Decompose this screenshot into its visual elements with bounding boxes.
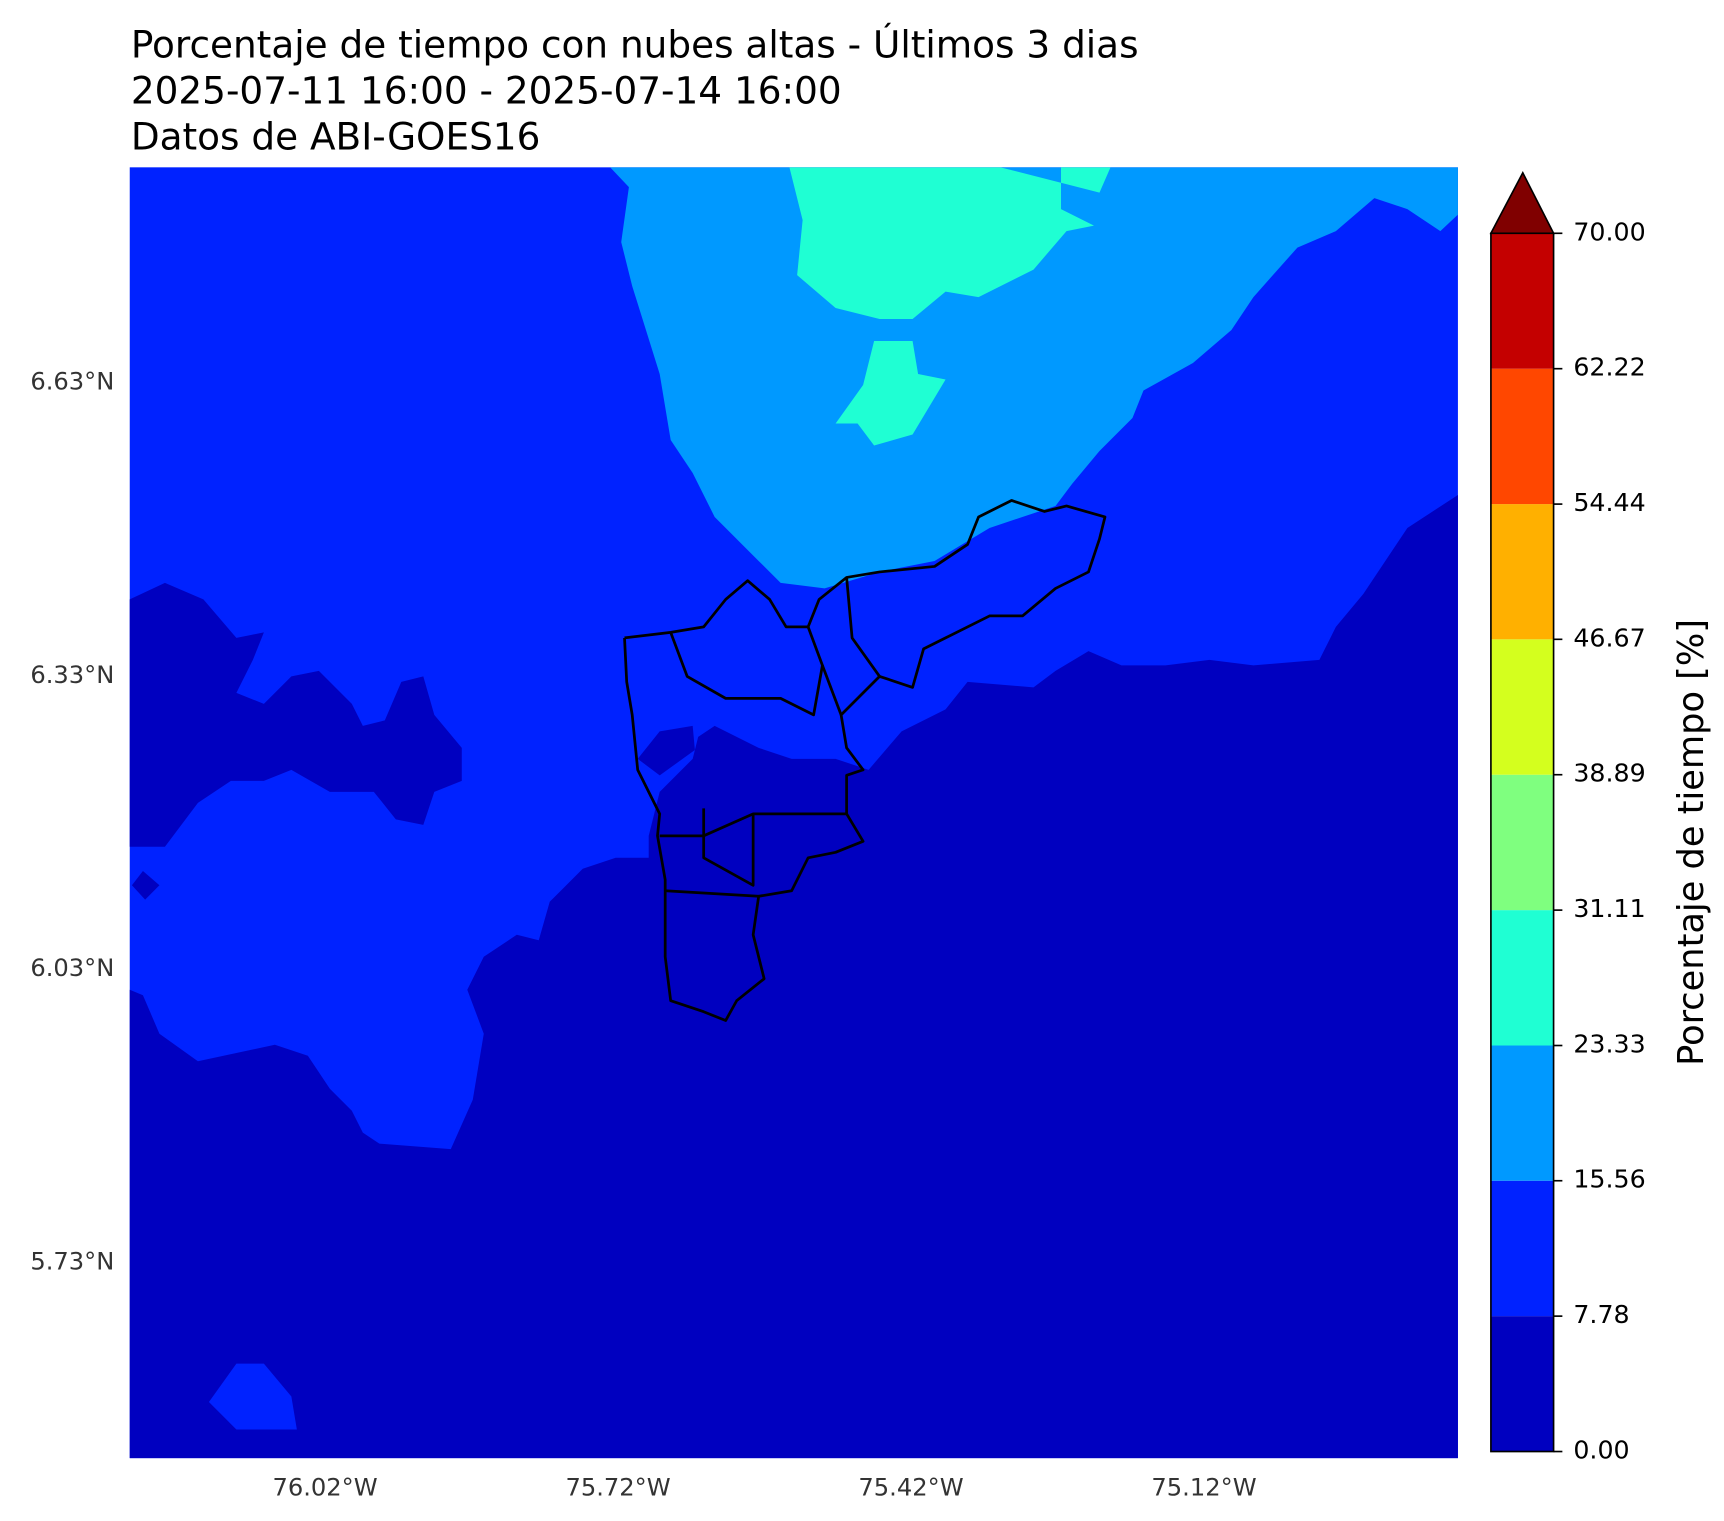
colorbar-segment bbox=[1490, 368, 1554, 505]
boundaries bbox=[623, 499, 1107, 1022]
colorbar-segment bbox=[1490, 233, 1554, 369]
title-line: Datos de ABI-GOES16 bbox=[131, 115, 541, 159]
map bbox=[129, 167, 1458, 1459]
colorbar-tick-label: 0.00 bbox=[1573, 1436, 1629, 1465]
colorbar-frame bbox=[1490, 232, 1555, 1453]
contour-fill bbox=[789, 167, 1111, 320]
y-tick-label: 6.63°N bbox=[30, 367, 114, 395]
colorbar-segment bbox=[1490, 910, 1554, 1046]
y-tick-label: 5.73°N bbox=[30, 1248, 114, 1276]
title-line: Porcentaje de tiempo con nubes altas - Ú… bbox=[131, 22, 1139, 66]
contour-fill bbox=[835, 341, 946, 446]
colorbar-tick-label: 7.78 bbox=[1573, 1300, 1629, 1329]
colorbar-segment bbox=[1490, 639, 1554, 775]
colorbar-tick-label: 62.22 bbox=[1573, 353, 1645, 382]
colorbar-segment bbox=[1490, 504, 1554, 640]
colorbar-segment bbox=[1490, 1316, 1554, 1452]
x-tick-label: 75.42°W bbox=[858, 1474, 963, 1502]
y-tick-label: 6.03°N bbox=[30, 954, 114, 982]
colorbar-segment bbox=[1490, 1180, 1554, 1317]
y-tick-label: 6.33°N bbox=[30, 661, 114, 689]
colorbar-tick-label: 46.67 bbox=[1573, 623, 1645, 652]
colorbar-tick-label: 15.56 bbox=[1573, 1165, 1645, 1194]
x-tick-label: 75.12°W bbox=[1151, 1474, 1256, 1502]
colorbar-segment bbox=[1490, 1045, 1554, 1181]
colorbar-segment bbox=[1490, 774, 1554, 911]
colorbar-tick-label: 23.33 bbox=[1573, 1030, 1645, 1059]
colorbar-tick-label: 70.00 bbox=[1573, 217, 1645, 246]
contour-fill bbox=[208, 1363, 297, 1430]
title-line: 2025-07-11 16:00 - 2025-07-14 16:00 bbox=[131, 69, 842, 113]
contour-fill bbox=[131, 870, 160, 900]
contour-fill bbox=[637, 725, 695, 776]
colorbar-tick-label: 31.11 bbox=[1573, 894, 1645, 923]
colorbar-tick-label: 38.89 bbox=[1573, 759, 1645, 788]
colorbar-label: Porcentaje de tiempo [%] bbox=[1671, 619, 1712, 1066]
contour-fill bbox=[129, 582, 462, 847]
contour-fill bbox=[129, 494, 1458, 1459]
x-tick-label: 75.72°W bbox=[565, 1474, 670, 1502]
x-tick-label: 76.02°W bbox=[272, 1474, 377, 1502]
colorbar-extend bbox=[1489, 171, 1555, 235]
colorbar-tick-label: 54.44 bbox=[1573, 488, 1645, 517]
